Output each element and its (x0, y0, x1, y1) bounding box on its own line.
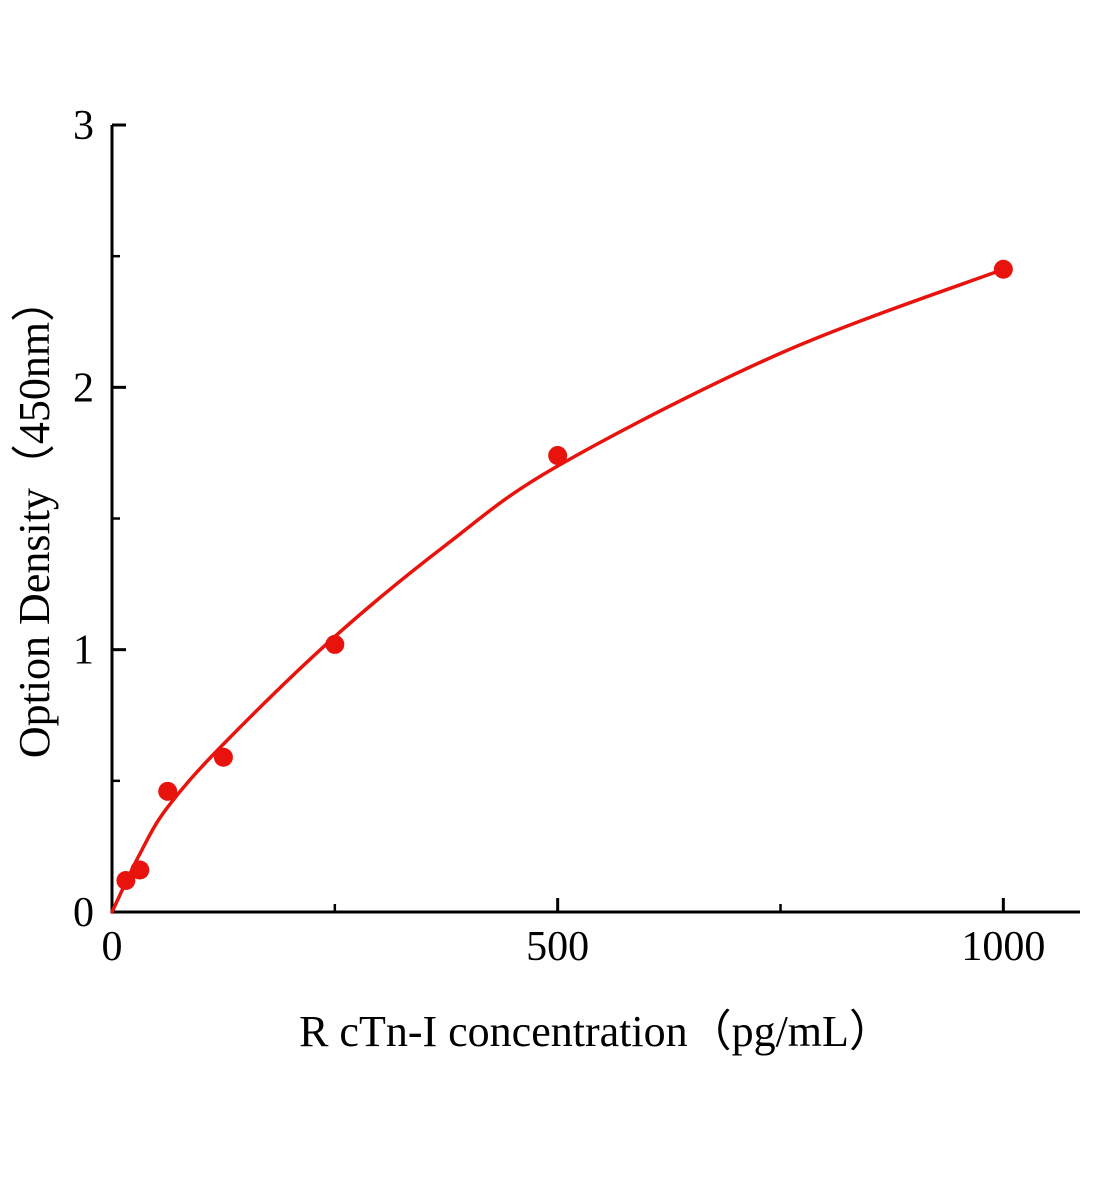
x-tick-label: 500 (526, 924, 589, 970)
x-tick-label: 1000 (961, 924, 1045, 970)
y-tick-label: 2 (73, 365, 94, 411)
y-tick-label: 3 (73, 103, 94, 149)
data-point (325, 634, 345, 654)
data-point (548, 446, 568, 466)
y-tick-label: 0 (73, 890, 94, 936)
y-tick-label: 1 (73, 628, 94, 674)
data-point (213, 747, 233, 767)
fit-curve (110, 267, 1006, 914)
x-axis-label: R cTn-I concentration（pg/mL） (299, 1007, 893, 1056)
x-tick-label: 0 (102, 924, 123, 970)
y-axis-label: Option Density（450nm） (10, 277, 59, 759)
data-point (130, 860, 150, 880)
data-point (993, 259, 1013, 279)
data-point (116, 871, 136, 891)
data-point (158, 781, 178, 801)
